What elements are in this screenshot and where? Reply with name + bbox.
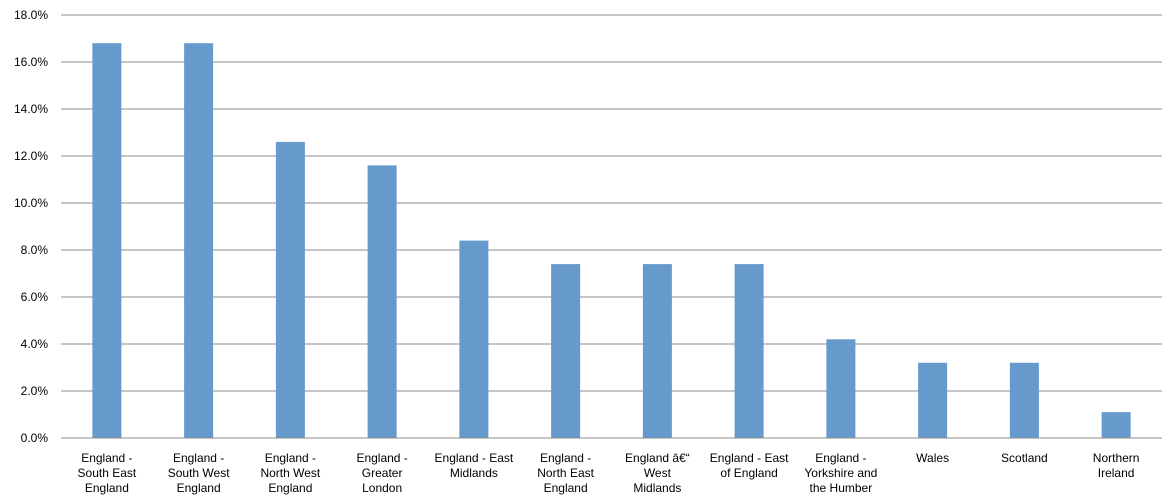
x-category-label-line: England - bbox=[815, 451, 866, 465]
y-tick-label: 10.0% bbox=[14, 196, 48, 210]
x-category-label-line: West bbox=[644, 466, 672, 480]
bar bbox=[826, 339, 856, 438]
x-category-label-line: the Humber bbox=[810, 481, 873, 495]
y-tick-label: 14.0% bbox=[14, 102, 48, 116]
x-category-label-line: England - bbox=[540, 451, 591, 465]
y-tick-label: 0.0% bbox=[21, 431, 49, 445]
x-category-label: England -North East England bbox=[537, 451, 594, 495]
x-category-label-line: England bbox=[177, 481, 221, 495]
x-category-label-line: of England bbox=[720, 466, 777, 480]
x-category-label-line: England - bbox=[265, 451, 316, 465]
x-category-label: England -Yorkshire and the Humber bbox=[804, 451, 877, 495]
bar bbox=[551, 264, 581, 438]
x-category-label-line: England bbox=[544, 481, 588, 495]
y-tick-label: 8.0% bbox=[21, 243, 49, 257]
x-category-label: England -North West England bbox=[260, 451, 320, 495]
x-category-label: Wales bbox=[916, 451, 949, 465]
x-category-label-line: England - bbox=[81, 451, 132, 465]
x-category-label: England - East Midlands bbox=[435, 451, 514, 480]
y-tick-label: 18.0% bbox=[14, 8, 48, 22]
y-tick-label: 16.0% bbox=[14, 55, 48, 69]
x-category-label-line: Greater bbox=[362, 466, 403, 480]
x-category-label-line: South East bbox=[78, 466, 137, 480]
x-category-label-line: England - bbox=[356, 451, 407, 465]
x-category-label-line: Northern bbox=[1093, 451, 1140, 465]
bar bbox=[92, 43, 122, 438]
x-category-label-line: England â€“ bbox=[625, 451, 690, 465]
bar bbox=[184, 43, 214, 438]
x-category-label-line: England bbox=[85, 481, 129, 495]
bar bbox=[734, 264, 764, 438]
x-category-label: England -South East England bbox=[78, 451, 137, 495]
x-category-label-line: Wales bbox=[916, 451, 949, 465]
bars bbox=[92, 43, 1131, 438]
bar bbox=[1101, 412, 1131, 438]
x-category-label: England â€“ West Midlands bbox=[625, 451, 690, 495]
y-tick-label: 2.0% bbox=[21, 384, 49, 398]
bar bbox=[275, 141, 305, 438]
y-tick-label: 4.0% bbox=[21, 337, 49, 351]
gridlines bbox=[61, 14, 1162, 392]
x-category-label-line: Midlands bbox=[450, 466, 498, 480]
y-tick-label: 6.0% bbox=[21, 290, 49, 304]
x-category-label-line: North West bbox=[260, 466, 320, 480]
x-category-label: Northern Ireland bbox=[1093, 451, 1140, 480]
x-category-label-line: England bbox=[268, 481, 312, 495]
x-category-label-line: England - East bbox=[435, 451, 514, 465]
x-category-label-line: Scotland bbox=[1001, 451, 1048, 465]
x-category-label-line: North East bbox=[537, 466, 594, 480]
x-category-label-line: England - East bbox=[710, 451, 789, 465]
bar bbox=[1009, 362, 1039, 438]
x-category-label: Scotland bbox=[1001, 451, 1048, 465]
bar bbox=[642, 264, 672, 438]
y-axis-tick-labels: 0.0% 2.0% 4.0% 6.0% 8.0% 10.0% 12.0% 14.0% 16.0%… bbox=[14, 8, 48, 445]
bar bbox=[367, 165, 397, 438]
x-category-label-line: London bbox=[362, 481, 402, 495]
x-category-label-line: Ireland bbox=[1098, 466, 1135, 480]
x-category-label-line: England - bbox=[173, 451, 224, 465]
bar bbox=[918, 362, 948, 438]
x-category-label: England -South West England bbox=[168, 451, 230, 495]
x-category-label-line: South West bbox=[168, 466, 230, 480]
x-category-label: England -Greater London bbox=[356, 451, 407, 495]
y-tick-label: 12.0% bbox=[14, 149, 48, 163]
x-category-label: England - East of England bbox=[710, 451, 789, 480]
x-category-label-line: Yorkshire and bbox=[804, 466, 877, 480]
bar bbox=[459, 240, 489, 438]
x-category-label-line: Midlands bbox=[633, 481, 681, 495]
